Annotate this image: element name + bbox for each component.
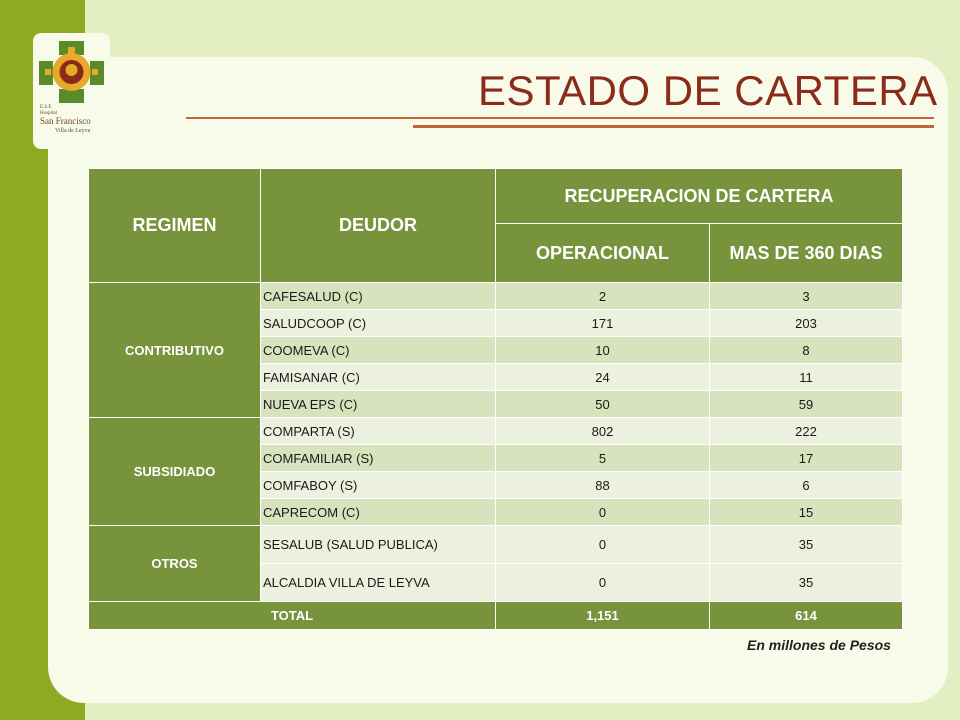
mas-360-cell: 6	[709, 471, 903, 499]
deudor-cell: COOMEVA (C)	[260, 336, 496, 364]
table-row: CAPRECOM (C) 0 15	[89, 498, 903, 526]
mas-360-cell: 11	[709, 363, 903, 391]
mas-360-cell: 222	[709, 417, 903, 445]
table-row: COOMEVA (C) 10 8	[89, 336, 903, 364]
page-title: ESTADO DE CARTERA	[478, 67, 938, 114]
regimen-subsidiado: SUBSIDIADO	[88, 417, 261, 526]
header-regimen: REGIMEN	[88, 168, 261, 283]
mas-360-cell: 17	[709, 444, 903, 472]
logo: E.S.E Hospital San Francisco Villa de Ley…	[33, 33, 110, 149]
table-row: CONTRIBUTIVO CAFESALUD (C) 2 3	[88, 282, 903, 418]
hospital-emblem-icon	[39, 41, 104, 103]
deudor-cell: NUEVA EPS (C)	[260, 390, 496, 418]
mas-360-cell: 15	[709, 498, 903, 526]
deudor-cell: COMFABOY (S)	[260, 471, 496, 499]
operacional-cell: 802	[495, 417, 710, 445]
deudor-cell: COMPARTA (S)	[260, 417, 496, 445]
logo-place: Villa de Leyva	[55, 128, 91, 134]
table-row: FAMISANAR (C) 24 11	[89, 363, 903, 391]
table-row: SALUDCOOP (C) 171 203	[89, 309, 903, 337]
operacional-cell: 24	[495, 363, 710, 391]
header-mas-360: MAS DE 360 DIAS	[709, 223, 903, 283]
operacional-cell: 5	[495, 444, 710, 472]
subheader-row: OPERACIONAL MAS DE 360 DIAS	[89, 223, 903, 283]
logo-subtitle: E.S.E Hospital	[40, 105, 57, 116]
operacional-cell: 171	[495, 309, 710, 337]
table-row: NUEVA EPS (C) 50 59	[89, 390, 903, 418]
mas-360-cell: 8	[709, 336, 903, 364]
units-note: En millones de Pesos	[747, 637, 891, 653]
header-deudor: DEUDOR	[260, 168, 496, 283]
mas-360-cell: 35	[709, 525, 903, 564]
header-row: REGIMEN DEUDOR RECUPERACION DE CARTERA	[88, 168, 903, 283]
deudor-cell: FAMISANAR (C)	[260, 363, 496, 391]
deudor-cell: COMFAMILIAR (S)	[260, 444, 496, 472]
total-operacional: 1,151	[495, 601, 710, 630]
title-divider-accent	[413, 125, 934, 128]
mas-360-cell: 35	[709, 563, 903, 602]
table-row: SUBSIDIADO COMPARTA (S) 802 222	[88, 417, 903, 526]
logo-name: San Francisco	[40, 116, 91, 126]
regimen-otros: OTROS	[88, 525, 261, 602]
table-row: OTROS SESALUB (SALUD PUBLICA) 0 35	[88, 525, 903, 602]
deudor-cell: CAFESALUD (C)	[260, 282, 496, 310]
mas-360-cell: 3	[709, 282, 903, 310]
operacional-cell: 0	[495, 563, 710, 602]
cartera-table: REGIMEN DEUDOR RECUPERACION DE CARTERA O…	[88, 168, 903, 630]
operacional-cell: 10	[495, 336, 710, 364]
mas-360-cell: 59	[709, 390, 903, 418]
total-row: TOTAL 1,151 614	[88, 601, 903, 630]
header-operacional: OPERACIONAL	[495, 223, 710, 283]
mas-360-cell: 203	[709, 309, 903, 337]
operacional-cell: 50	[495, 390, 710, 418]
title-divider	[186, 117, 934, 119]
operacional-cell: 0	[495, 525, 710, 564]
total-mas-360: 614	[709, 601, 903, 630]
deudor-cell: SALUDCOOP (C)	[260, 309, 496, 337]
operacional-cell: 0	[495, 498, 710, 526]
deudor-cell: ALCALDIA VILLA DE LEYVA	[260, 563, 496, 602]
operacional-cell: 88	[495, 471, 710, 499]
deudor-cell: CAPRECOM (C)	[260, 498, 496, 526]
deudor-cell: SESALUB (SALUD PUBLICA)	[260, 525, 496, 564]
total-label: TOTAL	[88, 601, 496, 630]
operacional-cell: 2	[495, 282, 710, 310]
regimen-contributivo: CONTRIBUTIVO	[88, 282, 261, 418]
header-recuperacion: RECUPERACION DE CARTERA	[495, 168, 903, 224]
